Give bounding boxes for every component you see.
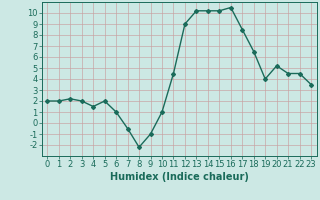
X-axis label: Humidex (Indice chaleur): Humidex (Indice chaleur) xyxy=(110,172,249,182)
